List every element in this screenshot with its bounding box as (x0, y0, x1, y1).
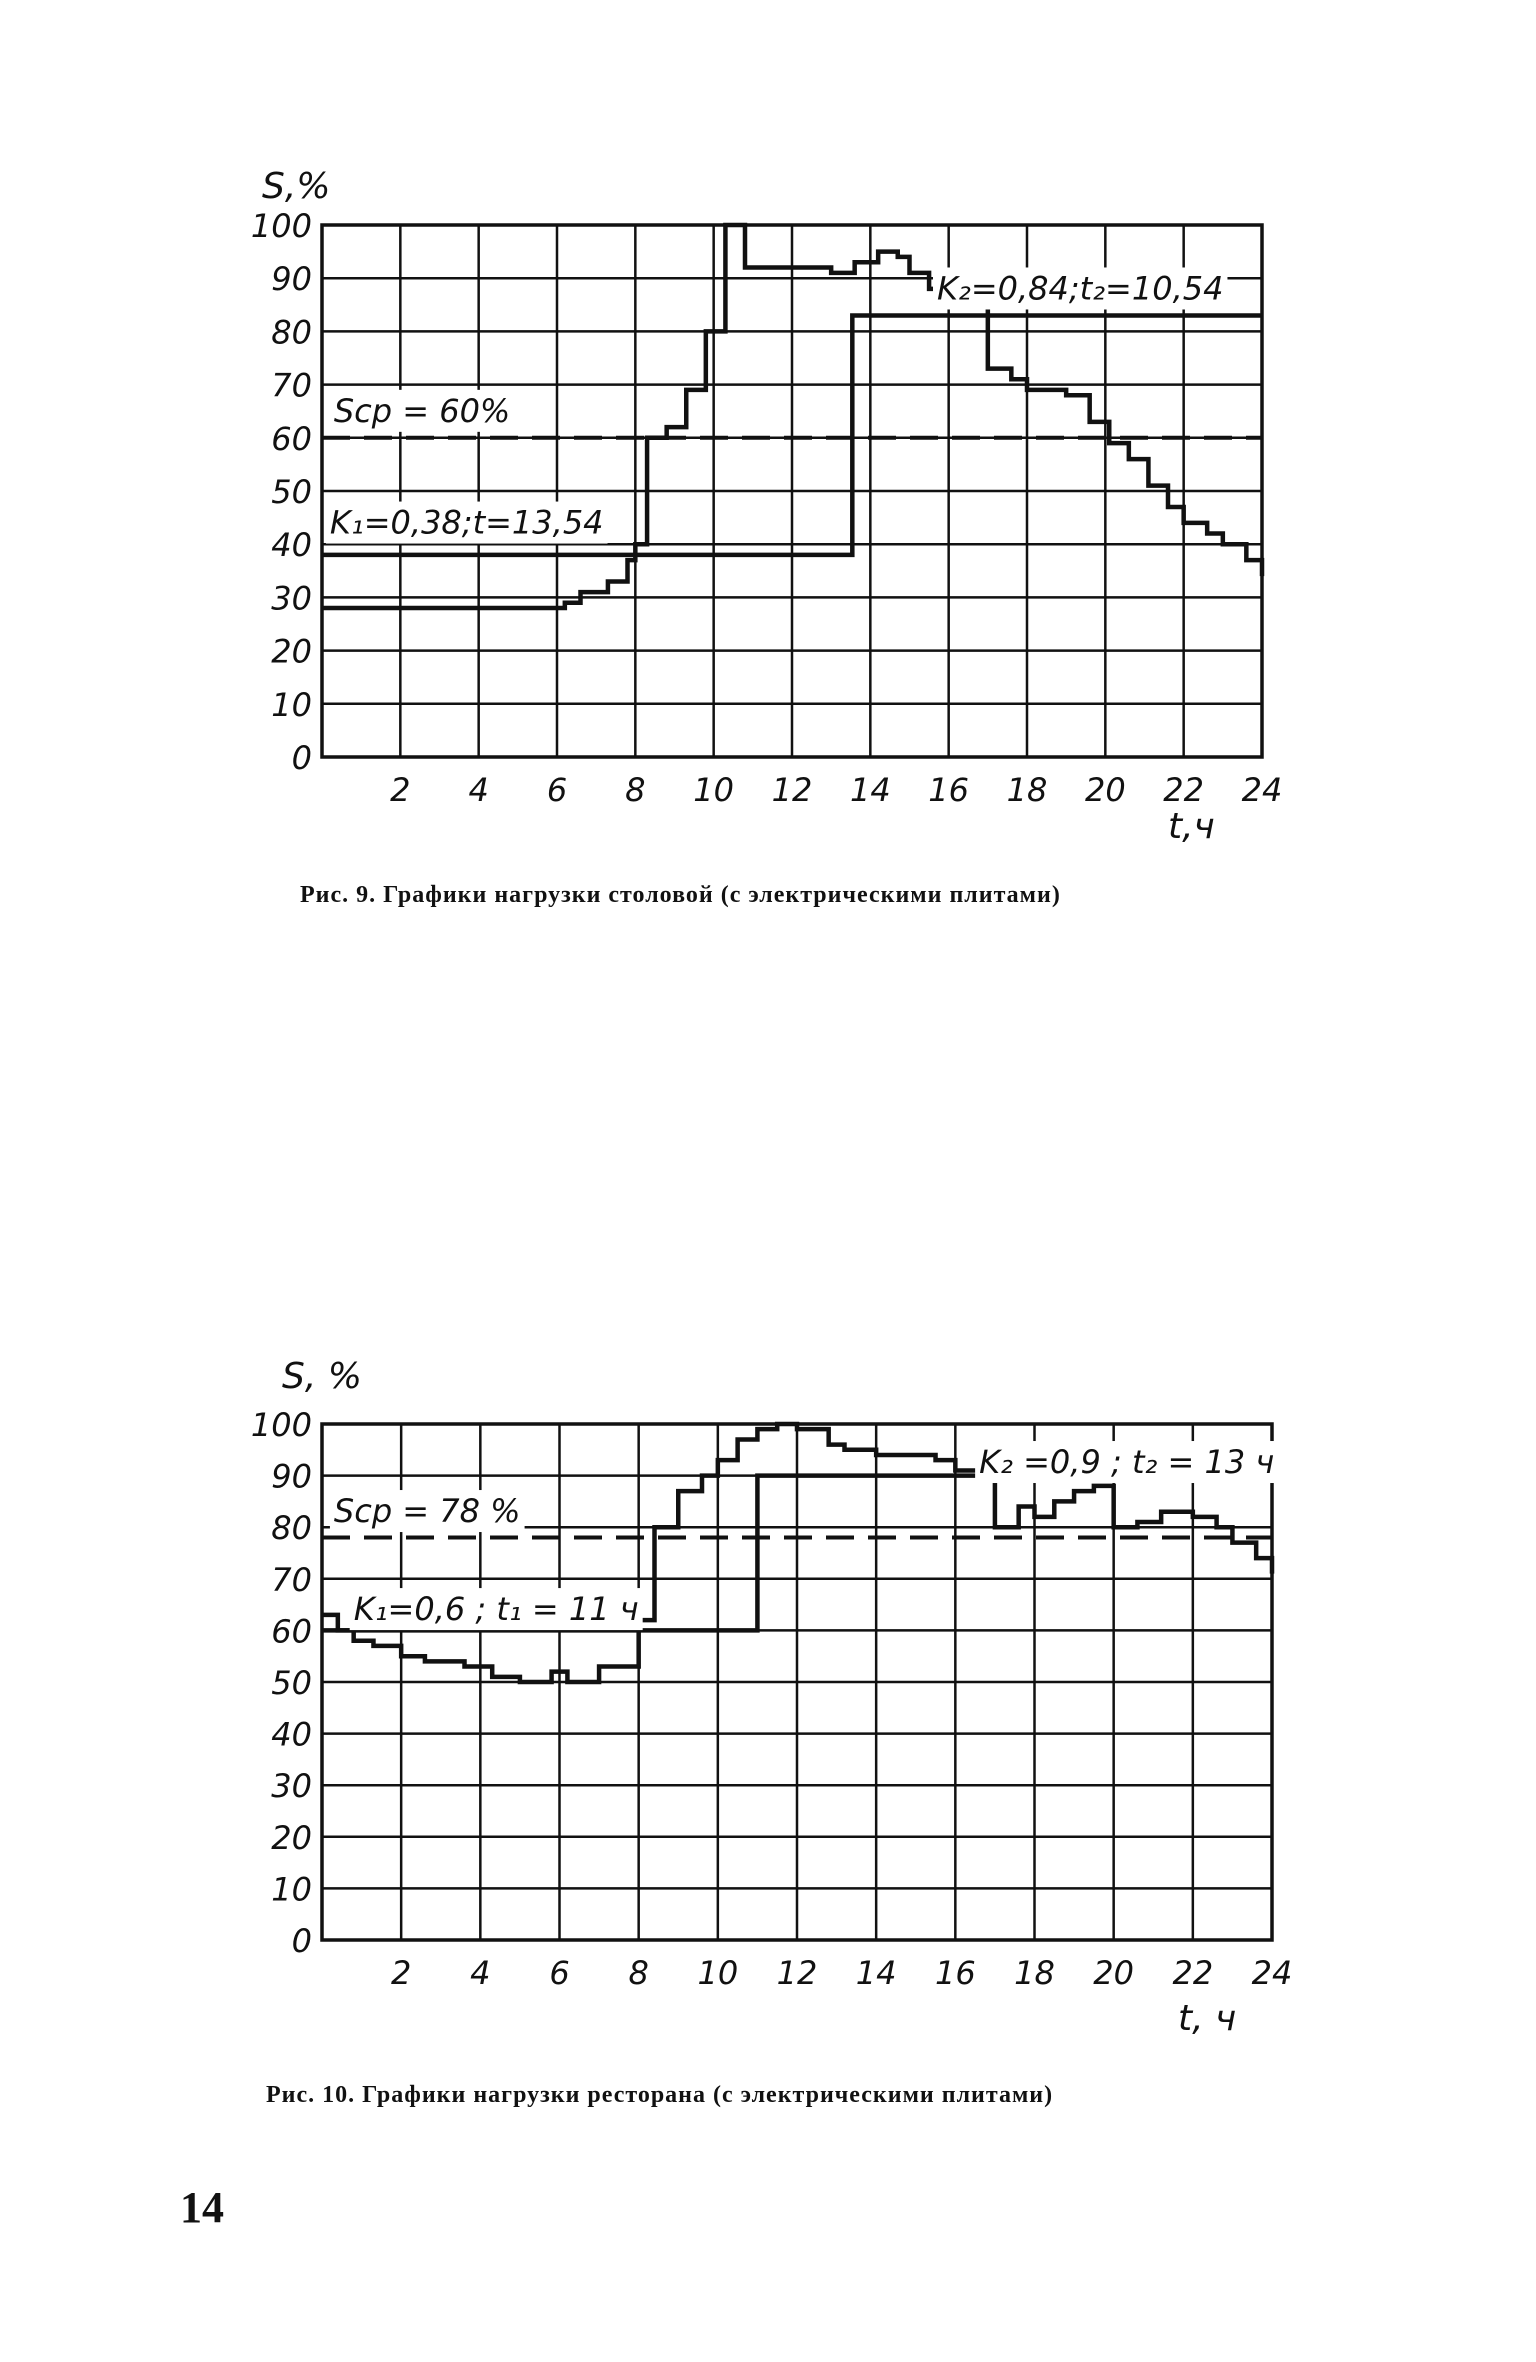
x-tick-label: 4 (470, 1954, 490, 1992)
x-tick-label: 20 (1085, 771, 1126, 809)
annotation-label: K₂=0,84;t₂=10,54 (937, 269, 1223, 307)
annotation-label: K₁=0,38;t=13,54 (330, 504, 604, 542)
x-tick-label: 24 (1242, 771, 1283, 809)
x-tick-label: 16 (935, 1954, 976, 1992)
x-tick-label: 24 (1252, 1954, 1293, 1992)
y-tick-label: 20 (271, 1819, 312, 1857)
plot-frame (320, 223, 1264, 759)
figure-10-caption: Рис. 10. Графики нагрузки ресторана (с э… (266, 2082, 1054, 2108)
y-tick-label: 0 (292, 739, 312, 777)
x-tick-label: 22 (1172, 1954, 1213, 1992)
y-tick-label: 50 (271, 1664, 312, 1702)
x-tick-label: 8 (628, 1954, 648, 1992)
y-axis-label: S,% (262, 166, 331, 207)
y-tick-label: 40 (271, 1716, 312, 1754)
annotation-background (975, 1441, 1279, 1484)
annotation-label: Sср = 60% (334, 392, 511, 430)
y-tick-label: 20 (271, 633, 312, 671)
x-tick-label: 10 (697, 1954, 738, 1992)
annotation-background (329, 389, 515, 432)
x-tick-label: 2 (390, 771, 410, 809)
annotation-background (329, 1490, 525, 1533)
y-tick-label: 80 (271, 313, 312, 351)
x-tick-label: 20 (1093, 1954, 1134, 1992)
y-tick-label: 60 (271, 1612, 312, 1650)
annotation-background (325, 501, 608, 544)
x-tick-label: 8 (625, 771, 645, 809)
y-tick-label: 90 (271, 260, 312, 298)
x-tick-label: 18 (1007, 771, 1048, 809)
x-tick-label: 14 (856, 1954, 897, 1992)
y-axis-label: S, % (282, 1356, 362, 1397)
annotation-label: K₁=0,6 ; t₁ = 11 ч (354, 1590, 639, 1628)
series-load (322, 1421, 1275, 1685)
y-tick-label: 0 (292, 1922, 312, 1960)
y-tick-label: 50 (271, 473, 312, 511)
y-tick-label: 10 (271, 1870, 312, 1908)
series-load (322, 222, 1265, 611)
y-tick-label: 70 (271, 1561, 312, 1599)
y-tick-label: 90 (271, 1458, 312, 1496)
annotation-background (349, 1588, 643, 1631)
x-axis-label: t, ч (1178, 1998, 1236, 2039)
x-tick-label: 14 (850, 771, 891, 809)
y-tick-label: 30 (271, 1767, 312, 1805)
page-number: 14 (180, 2183, 224, 2232)
annotation-label: Sср = 78 % (334, 1492, 521, 1530)
x-tick-label: 12 (772, 771, 813, 809)
y-tick-label: 30 (271, 579, 312, 617)
x-tick-label: 22 (1163, 771, 1204, 809)
y-tick-label: 100 (251, 1406, 312, 1444)
x-tick-label: 10 (693, 771, 734, 809)
y-tick-label: 70 (271, 367, 312, 405)
y-tick-label: 60 (271, 420, 312, 458)
y-tick-label: 80 (271, 1509, 312, 1547)
figure-9-caption: Рис. 9. Графики нагрузки столовой (с эле… (300, 882, 1061, 908)
y-tick-label: 100 (251, 207, 312, 245)
x-tick-label: 16 (928, 771, 969, 809)
series-two-step (322, 313, 1262, 558)
x-tick-label: 18 (1014, 1954, 1055, 1992)
x-tick-label: 12 (777, 1954, 818, 1992)
annotation-background (933, 267, 1228, 310)
y-tick-label: 40 (271, 526, 312, 564)
y-tick-label: 10 (271, 686, 312, 724)
x-tick-label: 6 (547, 771, 567, 809)
annotation-label: K₂ =0,9 ; t₂ = 13 ч (979, 1443, 1274, 1481)
x-axis-label: t,ч (1168, 806, 1215, 847)
x-tick-label: 4 (468, 771, 488, 809)
x-tick-label: 2 (391, 1954, 411, 1992)
x-tick-label: 6 (549, 1954, 569, 1992)
